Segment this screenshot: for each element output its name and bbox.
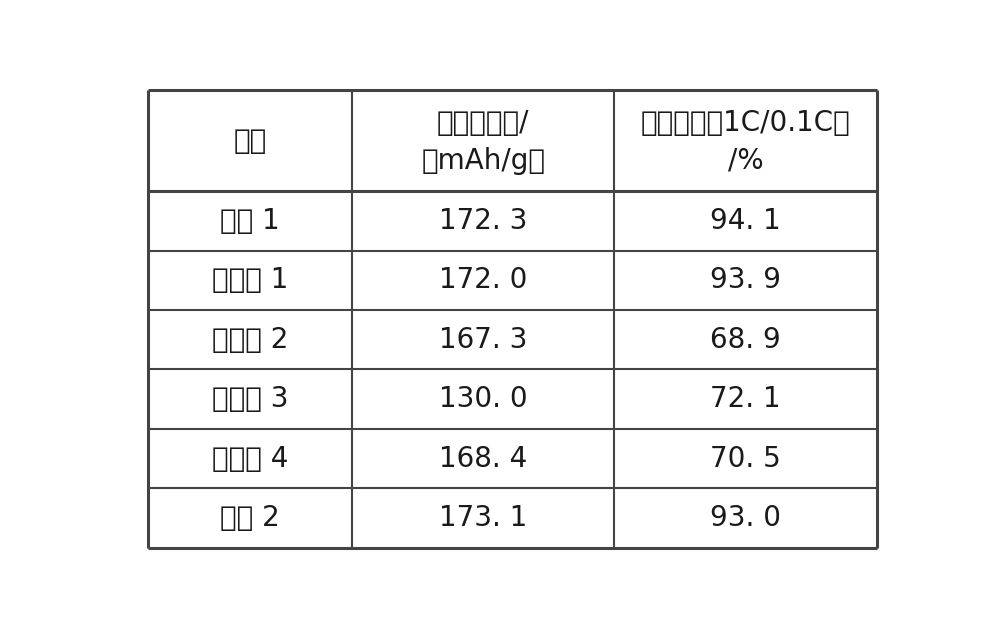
Text: 130. 0: 130. 0 [439,386,528,413]
Text: 167. 3: 167. 3 [439,325,528,354]
Text: 173. 1: 173. 1 [439,504,528,532]
Text: 对比例 1: 对比例 1 [212,266,288,295]
Text: 93. 9: 93. 9 [710,266,781,295]
Text: 倍率性能（1C/0.1C）: 倍率性能（1C/0.1C） [641,109,850,137]
Text: 72. 1: 72. 1 [710,386,781,413]
Text: 对比例 3: 对比例 3 [212,386,288,413]
Text: 70. 5: 70. 5 [710,445,781,473]
Text: 放电比容量/: 放电比容量/ [437,109,530,137]
Text: 对比例 4: 对比例 4 [212,445,288,473]
Text: 实例 1: 实例 1 [220,207,280,235]
Text: /%: /% [728,147,763,175]
Text: （mAh/g）: （mAh/g） [421,147,545,175]
Text: 样品: 样品 [234,127,267,155]
Text: 168. 4: 168. 4 [439,445,527,473]
Text: 94. 1: 94. 1 [710,207,781,235]
Text: 对比例 2: 对比例 2 [212,325,288,354]
Text: 68. 9: 68. 9 [710,325,781,354]
Text: 172. 0: 172. 0 [439,266,528,295]
Text: 93. 0: 93. 0 [710,504,781,532]
Text: 实例 2: 实例 2 [220,504,280,532]
Text: 172. 3: 172. 3 [439,207,528,235]
